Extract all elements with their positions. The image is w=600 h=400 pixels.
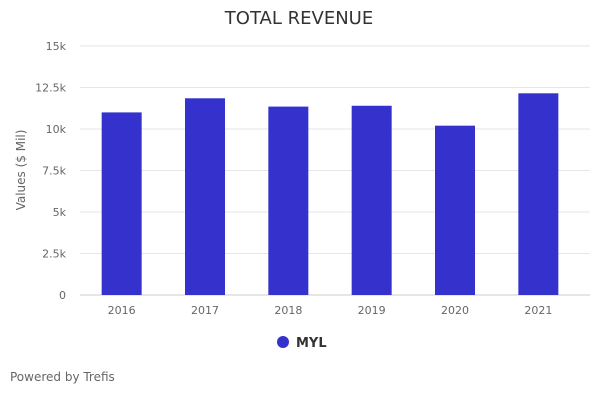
legend-label-myl: MYL [296, 336, 327, 351]
x-axis-ticks: 2016 2017 2018 2019 2020 2021 [108, 304, 553, 317]
y-axis-ticks: 0 2.5k 5k 7.5k 10k 12.5k 15k [35, 40, 66, 302]
bars [101, 93, 559, 296]
gridlines [80, 45, 590, 254]
bar-2021[interactable] [518, 93, 559, 295]
y-tick-label: 0 [59, 289, 66, 302]
bar-2016[interactable] [101, 112, 142, 296]
y-tick-label: 12.5k [35, 82, 66, 95]
powered-by-credit[interactable]: Powered by Trefis [10, 370, 115, 384]
bar-2017[interactable] [185, 98, 225, 295]
y-tick-label: 5k [53, 206, 67, 219]
x-tick-label: 2018 [274, 304, 302, 317]
chart-title: TOTAL REVENUE [224, 8, 373, 29]
y-tick-label: 10k [46, 123, 67, 136]
y-tick-label: 7.5k [42, 165, 66, 178]
legend-marker-myl [277, 336, 289, 348]
x-tick-label: 2017 [191, 304, 219, 317]
y-tick-label: 2.5k [42, 248, 66, 261]
bar-2020[interactable] [435, 125, 475, 296]
bar-2018[interactable] [268, 106, 309, 295]
bar-2019[interactable] [351, 105, 392, 295]
legend[interactable]: MYL [277, 336, 327, 351]
x-tick-label: 2020 [441, 304, 469, 317]
x-tick-label: 2016 [108, 304, 136, 317]
x-tick-label: 2021 [524, 304, 552, 317]
x-tick-label: 2019 [358, 304, 386, 317]
y-axis-title: Values ($ Mil) [14, 130, 28, 211]
y-tick-label: 15k [46, 40, 67, 53]
